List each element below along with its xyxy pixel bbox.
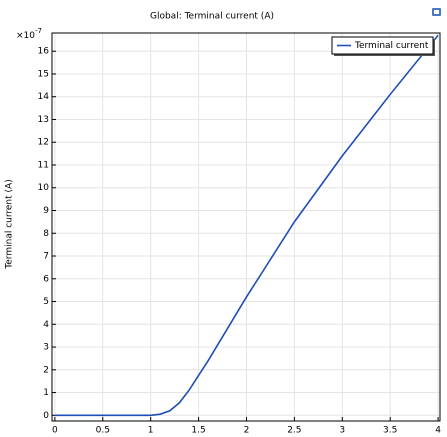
export-icon[interactable] [432,8,441,16]
multiplier-exponent: -7 [35,27,42,35]
legend-label: Terminal current [354,41,429,51]
x-tick-label: 2.5 [287,426,301,436]
x-tick-label: 1 [148,426,154,436]
y-tick-label: 0 [43,411,49,421]
y-tick-label: 13 [38,115,49,125]
y-tick-label: 2 [43,365,49,375]
y-tick-label: 1 [43,388,49,398]
y-tick-label: 12 [38,138,49,148]
x-tick-label: 3 [339,426,345,436]
y-tick-label: 15 [38,69,49,79]
y-tick-label: 3 [43,343,49,353]
x-tick-label: 4 [435,426,441,436]
y-tick-label: 7 [43,252,49,262]
x-tick-label: 1.5 [191,426,205,436]
legend-box [331,36,434,55]
y-tick-label: 6 [43,274,49,284]
multiplier-base: ×10 [16,31,35,41]
y-tick-label: 10 [38,183,50,193]
x-tick-label: 0.5 [96,426,110,436]
y-multiplier: ×10-7 [16,27,42,41]
y-tick-label: 9 [43,206,49,216]
y-tick-label: 4 [43,320,49,330]
x-tick-label: 2 [244,426,250,436]
y-tick-label: 14 [38,92,50,102]
plot-frame [51,32,441,422]
line-series [54,34,439,417]
y-axis-label: Terminal current (A) [5,179,15,269]
y-tick-label: 8 [43,229,49,239]
y-tick-label: 16 [38,47,50,57]
y-tick-label: 5 [43,297,49,307]
y-tick-label: 11 [38,160,49,170]
x-tick-label: 0 [52,426,58,436]
chart-title: Global: Terminal current (A) [150,12,274,22]
x-tick-label: 3.5 [383,426,397,436]
